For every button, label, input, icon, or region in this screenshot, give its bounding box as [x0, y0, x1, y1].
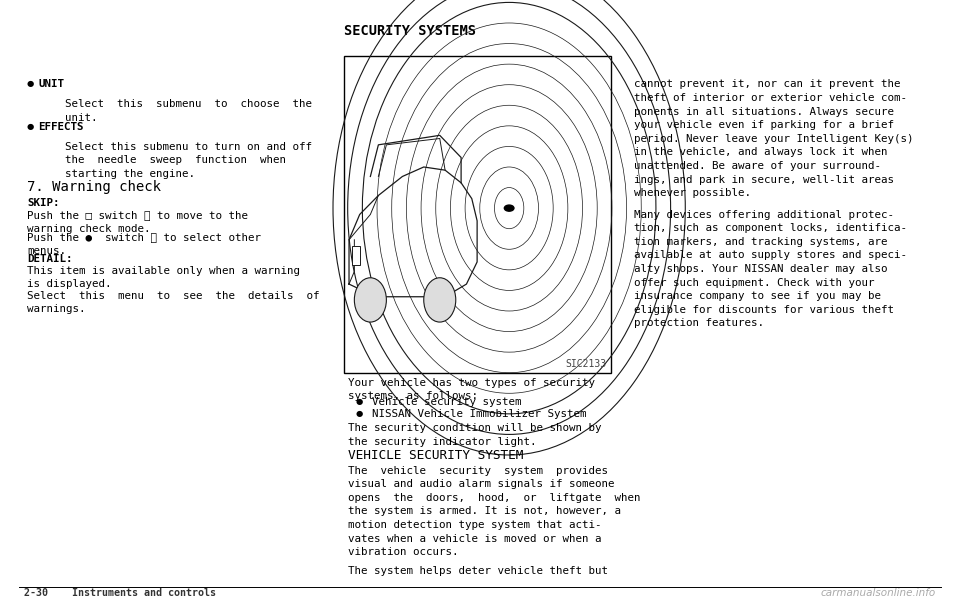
Text: The system helps deter vehicle theft but: The system helps deter vehicle theft but	[348, 566, 608, 576]
Text: Your vehicle has two types of security
systems, as follows:: Your vehicle has two types of security s…	[348, 378, 594, 401]
Ellipse shape	[354, 278, 386, 322]
Text: SKIP:: SKIP:	[27, 198, 60, 208]
Text: EFFECTS: EFFECTS	[38, 122, 84, 132]
Text: NISSAN Vehicle Immobilizer System: NISSAN Vehicle Immobilizer System	[372, 409, 586, 419]
Text: ●: ●	[355, 409, 363, 419]
Text: 7. Warning check: 7. Warning check	[27, 180, 161, 194]
Ellipse shape	[423, 278, 456, 322]
Bar	[344, 56, 611, 373]
Text: VEHICLE SECURITY SYSTEM: VEHICLE SECURITY SYSTEM	[348, 449, 523, 462]
Text: The security condition will be shown by
the security indicator light.: The security condition will be shown by …	[348, 423, 601, 447]
Text: The  vehicle  security  system  provides
visual and audio alarm signals if someo: The vehicle security system provides vis…	[348, 466, 640, 557]
Text: Push the ●  switch Ⓑ to select other
menus.: Push the ● switch Ⓑ to select other menu…	[27, 232, 261, 256]
Text: Push the □ switch Ⓐ to move to the
warning check mode.: Push the □ switch Ⓐ to move to the warni…	[27, 210, 248, 234]
Text: Many devices offering additional protec-
tion, such as component locks, identifi: Many devices offering additional protec-…	[634, 210, 906, 328]
Text: This item is available only when a warning
is displayed.: This item is available only when a warni…	[27, 266, 300, 290]
Text: ●: ●	[355, 397, 363, 406]
Text: ●: ●	[27, 79, 35, 89]
Text: ●: ●	[27, 122, 35, 131]
Text: carmanualsonline.info: carmanualsonline.info	[821, 588, 936, 598]
Text: SECURITY SYSTEMS: SECURITY SYSTEMS	[344, 24, 476, 38]
Text: SIC2133: SIC2133	[565, 359, 607, 369]
Text: Vehicle security system: Vehicle security system	[372, 397, 521, 407]
Text: Select  this  submenu  to  choose  the
unit.: Select this submenu to choose the unit.	[65, 99, 312, 123]
Bar	[351, 246, 360, 265]
Text: cannot prevent it, nor can it prevent the
theft of interior or exterior vehicle : cannot prevent it, nor can it prevent th…	[634, 79, 913, 198]
Text: 2-30    Instruments and controls: 2-30 Instruments and controls	[24, 588, 216, 598]
Text: Select this submenu to turn on and off
the  needle  sweep  function  when
starti: Select this submenu to turn on and off t…	[65, 142, 312, 179]
Circle shape	[504, 205, 514, 211]
Text: DETAIL:: DETAIL:	[27, 254, 72, 263]
Text: Select  this  menu  to  see  the  details  of
warnings.: Select this menu to see the details of w…	[27, 291, 320, 315]
Text: UNIT: UNIT	[38, 79, 64, 89]
